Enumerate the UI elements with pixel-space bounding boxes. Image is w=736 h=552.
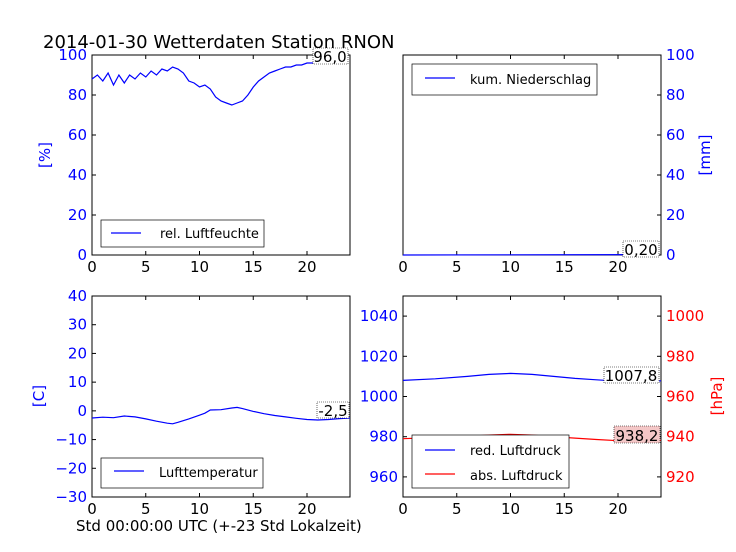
legend-label: rel. Luftfeuchte bbox=[160, 227, 259, 242]
x-tick-label: 10 bbox=[501, 500, 520, 518]
y-tick-label: 10 bbox=[68, 373, 87, 391]
y-tick-label: 80 bbox=[68, 86, 87, 104]
x-tick-label: 15 bbox=[244, 258, 263, 276]
panel-humidity: 0 20 40 60 80 100 0 5 10 15 20 [%] 96,0 rel. Luft… bbox=[36, 46, 351, 276]
y-axis-ticks-left: 960 980 1000 1020 1040 bbox=[360, 307, 407, 486]
series-lines bbox=[91, 406, 351, 425]
x-tick-label: 5 bbox=[141, 258, 151, 276]
y-tick-label: 20 bbox=[68, 206, 87, 224]
y-tick-label: 1000 bbox=[360, 388, 398, 406]
y-axis-ticks-right: 920 940 960 980 1000 bbox=[657, 307, 704, 486]
x-tick-label: 5 bbox=[141, 500, 151, 518]
legend-label: Lufttemperatur bbox=[159, 466, 258, 481]
legend: Lufttemperatur bbox=[100, 457, 264, 489]
y-tick-label: 0 bbox=[666, 246, 676, 264]
legend: red. Luftdruck abs. Luftdruck bbox=[411, 434, 570, 489]
x-tick-label: 5 bbox=[452, 500, 462, 518]
x-tick-label: 0 bbox=[398, 500, 408, 518]
x-tick-label: 10 bbox=[190, 500, 209, 518]
current-value-label: 1007,8 bbox=[605, 367, 658, 385]
x-tick-label: 15 bbox=[244, 500, 263, 518]
y-tick-label: 60 bbox=[666, 126, 685, 144]
x-axis-ticks: 0 5 10 15 20 bbox=[87, 296, 317, 518]
y-tick-label: 0 bbox=[77, 246, 87, 264]
legend: kum. Niederschlag bbox=[411, 63, 598, 96]
figure-title: 2014-01-30 Wetterdaten Station RNON bbox=[43, 32, 394, 53]
x-tick-label: 20 bbox=[297, 258, 316, 276]
x-axis-ticks: 0 5 10 15 20 bbox=[398, 55, 628, 276]
current-value-box: 96,0 bbox=[312, 47, 349, 66]
y-axis-label: [C] bbox=[30, 385, 48, 407]
y-tick-label: 60 bbox=[68, 126, 87, 144]
current-value-box-absolute: 938,2 bbox=[613, 425, 661, 445]
y-tick-label: 1040 bbox=[360, 307, 398, 325]
x-tick-label: 15 bbox=[555, 258, 574, 276]
current-value-box: -2,5 bbox=[316, 401, 350, 420]
x-tick-label: 0 bbox=[87, 258, 97, 276]
panel-temperature: −30 −20 −10 0 10 20 30 40 0 5 10 15 20 [C] -2,5 Luf… bbox=[30, 287, 351, 518]
y-tick-label: 980 bbox=[666, 347, 695, 365]
y-tick-label: 960 bbox=[369, 468, 398, 486]
y-tick-label: 0 bbox=[77, 402, 87, 420]
x-axis-caption: Std 00:00:00 UTC (+-23 Std Lokalzeit) bbox=[76, 517, 362, 535]
x-axis-ticks: 0 5 10 15 20 bbox=[398, 296, 628, 518]
y-tick-label: 940 bbox=[666, 428, 695, 446]
y-axis-ticks: −30 −20 −10 0 10 20 30 40 bbox=[55, 287, 96, 506]
x-tick-label: 20 bbox=[608, 258, 627, 276]
y-tick-label: 960 bbox=[666, 388, 695, 406]
y-tick-label: −10 bbox=[55, 431, 87, 449]
legend-label: kum. Niederschlag bbox=[470, 73, 591, 88]
y-tick-label: 20 bbox=[68, 344, 87, 362]
series-line bbox=[91, 62, 345, 106]
y-tick-label: 920 bbox=[666, 468, 695, 486]
y-tick-label: 40 bbox=[68, 287, 87, 305]
x-tick-label: 10 bbox=[190, 258, 209, 276]
y-tick-label: −20 bbox=[55, 459, 87, 477]
current-value-label: 938,2 bbox=[616, 427, 659, 445]
legend-label: red. Luftdruck bbox=[470, 444, 561, 459]
y-axis-label: [%] bbox=[36, 142, 54, 168]
series-line bbox=[91, 406, 351, 425]
current-value-label: 0,20 bbox=[624, 241, 657, 259]
y-tick-label: 1020 bbox=[360, 347, 398, 365]
x-tick-label: 15 bbox=[555, 500, 574, 518]
legend-label: abs. Luftdruck bbox=[470, 469, 563, 484]
panel-precipitation: 0 20 40 60 80 100 0 5 10 15 20 [mm] 0,20 kum. Nie… bbox=[398, 46, 714, 276]
y-tick-label: 30 bbox=[68, 316, 87, 334]
series-lines bbox=[91, 62, 345, 106]
y-tick-label: 20 bbox=[666, 206, 685, 224]
x-axis-ticks: 0 5 10 15 20 bbox=[87, 55, 317, 276]
y-tick-label: 100 bbox=[666, 46, 695, 64]
x-tick-label: 10 bbox=[501, 258, 520, 276]
current-value-box: 0,20 bbox=[622, 240, 660, 259]
y-tick-label: 40 bbox=[68, 166, 87, 184]
y-axis-label-right: [hPa] bbox=[708, 377, 726, 416]
x-tick-label: 5 bbox=[452, 258, 462, 276]
y-tick-label: 1000 bbox=[666, 307, 704, 325]
current-value-label: 96,0 bbox=[313, 48, 346, 66]
y-axis-label: [mm] bbox=[696, 135, 714, 176]
y-tick-label: 40 bbox=[666, 166, 685, 184]
x-tick-label: 20 bbox=[297, 500, 316, 518]
y-axis-ticks: 0 20 40 60 80 100 bbox=[58, 46, 96, 264]
y-tick-label: −30 bbox=[55, 488, 87, 506]
current-value-box-reduced: 1007,8 bbox=[603, 366, 660, 385]
y-tick-label: 980 bbox=[369, 428, 398, 446]
y-tick-label: 80 bbox=[666, 86, 685, 104]
x-tick-label: 0 bbox=[398, 258, 408, 276]
y-tick-label: 100 bbox=[58, 46, 87, 64]
legend: rel. Luftfeuchte bbox=[100, 219, 265, 248]
current-value-label: -2,5 bbox=[318, 402, 347, 420]
x-tick-label: 20 bbox=[608, 500, 627, 518]
x-tick-label: 0 bbox=[87, 500, 97, 518]
y-axis-ticks: 0 20 40 60 80 100 bbox=[657, 46, 695, 264]
